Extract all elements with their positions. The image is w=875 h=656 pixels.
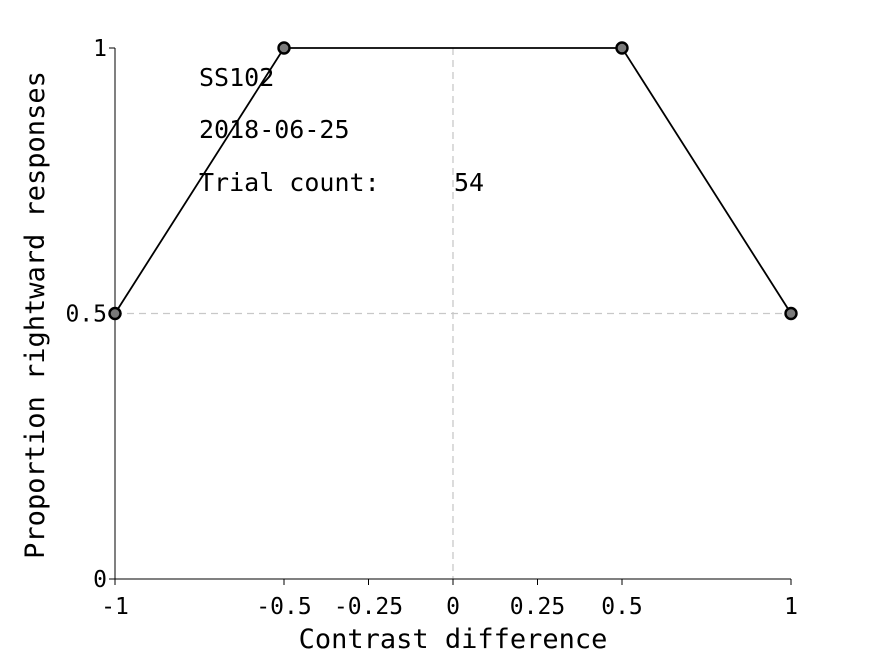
data-point [277,41,291,55]
trial-count-label: Trial count: [199,168,380,197]
date-annotation: 2018-06-25 [199,115,350,144]
x-tick-label: 1 [784,594,798,620]
trial-count-value: 54 [454,168,484,197]
x-tick-label: 0.25 [510,594,565,620]
data-point [784,306,798,321]
y-tick-label: 0 [93,567,107,593]
tick-labels: 0 0.5 1 -1 -0.5 -0.25 0 0.25 0.5 1 [65,36,797,620]
x-tick-label: 0 [446,594,460,620]
x-tick-label: 0.5 [601,594,643,620]
y-axis-label: Proportion rightward responses [20,71,51,559]
subject-annotation: SS102 [199,63,274,92]
data-point [615,41,629,55]
y-tick-label: 1 [93,36,107,62]
reference-lines [115,48,791,579]
y-tick-label: 0.5 [65,302,107,328]
series-lines [114,47,792,314]
x-tick-label: -0.5 [256,594,311,620]
x-tick-label: -1 [101,594,129,620]
data-point [108,306,122,321]
x-tick-label: -0.25 [334,594,403,620]
x-axis-label: Contrast difference [299,624,608,655]
data-points [108,41,798,321]
series-line [114,47,792,314]
